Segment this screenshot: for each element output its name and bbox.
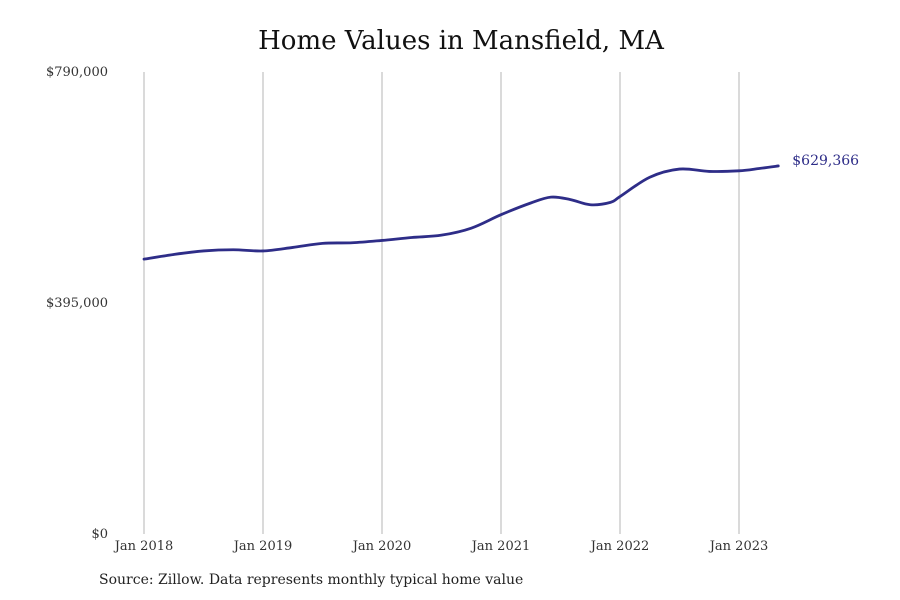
end-value-label: $629,366	[792, 153, 859, 169]
y-tick-label: $0	[91, 527, 108, 542]
chart-title: Home Values in Mansfield, MA	[258, 26, 664, 56]
source-note: Source: Zillow. Data represents monthly …	[99, 572, 524, 588]
x-tick-label: Jan 2019	[232, 539, 293, 554]
y-tick-label: $790,000	[46, 65, 108, 80]
series-line	[142, 164, 780, 261]
y-axis-ticks: $0 $395,000 $790,000	[46, 65, 108, 542]
x-tick-label: Jan 2018	[113, 539, 174, 554]
x-axis-ticks: Jan 2018 Jan 2019 Jan 2020 Jan 2021 Jan 2022…	[113, 539, 769, 554]
gridlines	[143, 72, 740, 534]
x-tick-label: Jan 2023	[708, 539, 769, 554]
x-tick-label: Jan 2022	[589, 539, 650, 554]
y-tick-label: $395,000	[46, 296, 108, 311]
x-tick-label: Jan 2021	[470, 539, 531, 554]
x-tick-label: Jan 2020	[351, 539, 412, 554]
